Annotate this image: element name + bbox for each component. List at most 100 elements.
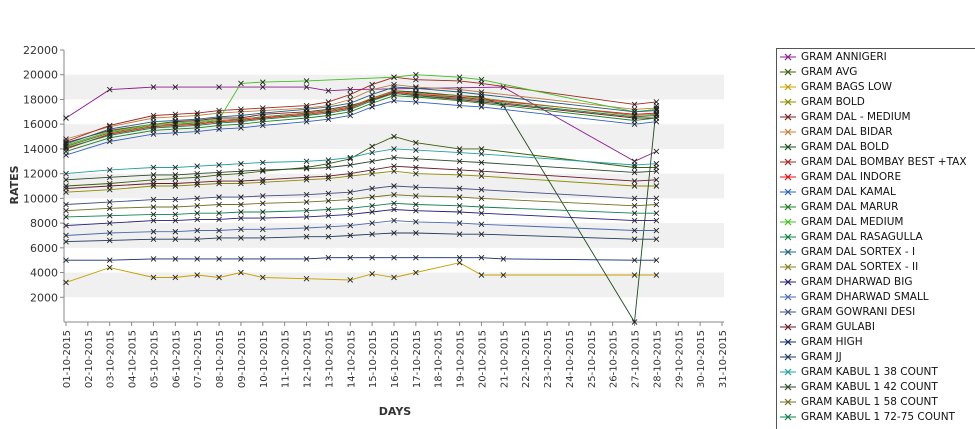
data-point bbox=[413, 155, 419, 162]
data-point bbox=[238, 235, 244, 241]
data-point bbox=[216, 178, 222, 184]
data-point bbox=[347, 106, 354, 113]
data-point bbox=[347, 170, 354, 177]
series-line bbox=[65, 157, 657, 181]
data-point bbox=[653, 195, 660, 202]
data-point bbox=[369, 231, 375, 238]
data-point bbox=[303, 174, 310, 181]
data-point bbox=[238, 194, 244, 200]
legend-item: GRAM DHARWAD BIG bbox=[777, 274, 975, 289]
data-point bbox=[106, 257, 113, 264]
data-point bbox=[63, 232, 69, 239]
data-point bbox=[325, 173, 332, 179]
legend-swatch bbox=[780, 173, 796, 181]
data-point bbox=[478, 89, 485, 95]
data-point bbox=[150, 236, 157, 242]
data-point bbox=[325, 206, 332, 213]
x-tick-label: 20-10-2015 bbox=[477, 330, 488, 388]
data-point bbox=[150, 164, 157, 171]
data-point bbox=[478, 221, 485, 228]
data-point bbox=[391, 191, 397, 198]
data-point bbox=[303, 275, 310, 282]
data-point bbox=[369, 202, 375, 209]
data-point bbox=[653, 160, 660, 167]
series-16 bbox=[63, 206, 660, 229]
grid-band bbox=[64, 223, 724, 248]
data-point bbox=[347, 205, 354, 212]
series-line bbox=[65, 165, 657, 189]
data-point bbox=[413, 139, 419, 146]
data-point bbox=[238, 168, 244, 174]
x-tick-label: 11-10-2015 bbox=[281, 330, 292, 388]
data-point bbox=[413, 76, 419, 83]
data-point bbox=[303, 191, 310, 198]
series-23 bbox=[63, 154, 660, 183]
data-point bbox=[500, 256, 507, 262]
data-point bbox=[500, 272, 507, 278]
data-point bbox=[150, 84, 157, 90]
data-point bbox=[347, 222, 354, 229]
data-point bbox=[259, 113, 266, 120]
legend-item: GRAM KABUL 1 58 COUNT bbox=[777, 394, 975, 409]
data-point bbox=[106, 212, 113, 219]
legend-swatch bbox=[780, 368, 796, 376]
data-point bbox=[347, 162, 354, 168]
legend-swatch bbox=[780, 203, 796, 211]
data-point bbox=[631, 217, 638, 224]
y-tick-label: 20000 bbox=[23, 69, 58, 82]
data-point bbox=[216, 210, 222, 217]
data-point bbox=[631, 112, 638, 119]
data-point bbox=[259, 107, 266, 114]
data-point bbox=[259, 105, 266, 111]
legend-swatch bbox=[780, 293, 796, 301]
data-point bbox=[653, 168, 660, 174]
data-point bbox=[456, 202, 463, 209]
legend-swatch bbox=[780, 248, 796, 256]
legend-item: GRAM DAL SORTEX - I bbox=[777, 244, 975, 259]
data-point bbox=[369, 149, 375, 156]
data-point bbox=[172, 211, 179, 218]
x-tick-label: 10-10-2015 bbox=[259, 330, 270, 388]
data-point bbox=[150, 127, 157, 134]
data-point bbox=[413, 92, 419, 99]
data-point bbox=[194, 227, 201, 234]
data-point bbox=[303, 110, 310, 116]
legend-item: GRAM HIGH bbox=[777, 334, 975, 349]
x-tick-label: 26-10-2015 bbox=[609, 330, 620, 388]
legend-item: GRAM DAL SORTEX - II bbox=[777, 259, 975, 274]
legend-label: GRAM KABUL 1 72-75 COUNT bbox=[801, 410, 955, 423]
data-point bbox=[150, 125, 157, 131]
legend-label: GRAM DAL RASAGULLA bbox=[801, 230, 923, 243]
data-point bbox=[172, 172, 179, 178]
series-line bbox=[65, 194, 657, 212]
data-point bbox=[631, 202, 638, 209]
data-point bbox=[391, 87, 397, 94]
data-point bbox=[413, 184, 419, 191]
series-line bbox=[65, 148, 657, 175]
legend-item: GRAM DAL BOLD bbox=[777, 139, 975, 154]
data-point bbox=[172, 236, 179, 242]
legend-label: GRAM KABUL 1 58 COUNT bbox=[801, 395, 938, 408]
data-point bbox=[194, 236, 201, 242]
data-point bbox=[63, 257, 69, 264]
data-point bbox=[172, 164, 179, 171]
data-point bbox=[194, 216, 201, 223]
data-point bbox=[369, 81, 375, 88]
data-point bbox=[631, 164, 638, 171]
series-line bbox=[65, 202, 657, 218]
data-point bbox=[106, 86, 113, 93]
series-4 bbox=[63, 168, 660, 196]
data-point bbox=[216, 235, 222, 241]
x-tick-label: 07-10-2015 bbox=[193, 330, 204, 388]
series-line bbox=[65, 100, 657, 156]
data-point bbox=[194, 120, 201, 126]
data-point bbox=[63, 214, 69, 220]
data-point bbox=[391, 146, 397, 152]
data-point bbox=[216, 216, 222, 223]
data-point bbox=[303, 233, 310, 240]
legend-swatch bbox=[780, 233, 796, 241]
data-point bbox=[172, 183, 179, 189]
data-point bbox=[653, 272, 660, 278]
data-point bbox=[238, 116, 244, 123]
x-tick-label: 31-10-2015 bbox=[718, 330, 729, 388]
